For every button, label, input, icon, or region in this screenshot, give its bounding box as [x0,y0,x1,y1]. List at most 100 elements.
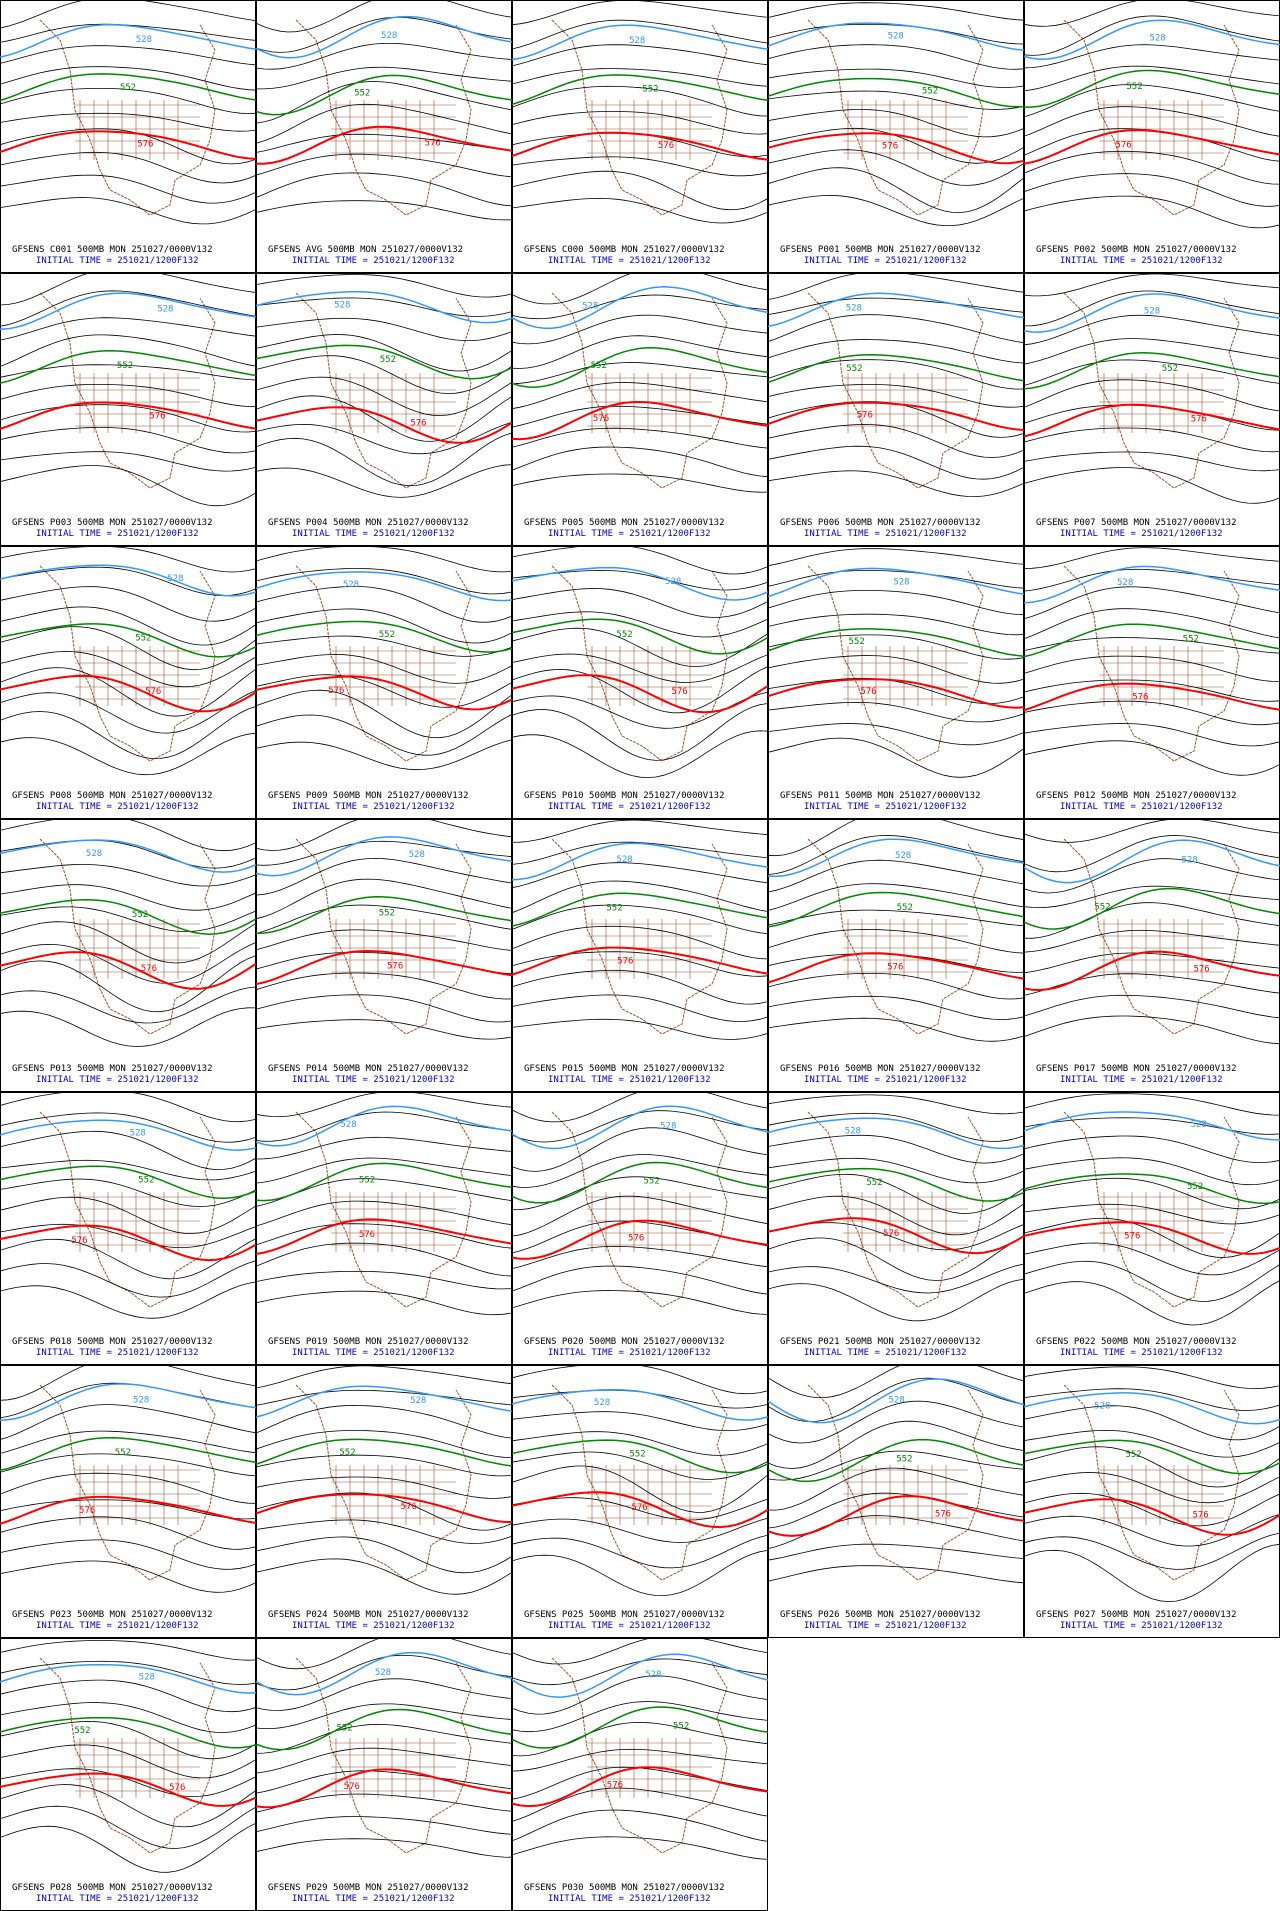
level-contour [768,22,1024,51]
contour-label: 576 [169,1783,185,1793]
panel-border [768,1365,1024,1638]
coastline [295,1384,472,1581]
label-bg [1026,513,1278,543]
level-contour [1024,950,1280,992]
height-contour [256,1678,512,1711]
height-contour [768,1565,1024,1584]
level-contour [0,1436,256,1472]
level-contour [1024,839,1280,884]
level-contour [0,350,256,384]
height-contour [0,1159,256,1181]
height-contour [512,197,768,224]
map-panel: 528 552 576 GFSENS P021 500MB MON 251027/00… [768,1092,1024,1365]
contour-label: 552 [380,355,396,365]
height-contour [0,317,256,341]
height-contour [1024,338,1280,365]
height-contour [0,1092,256,1123]
height-contour [512,1836,768,1860]
height-contour [0,1721,256,1760]
coastline [807,292,984,489]
contour-label: 552 [922,86,938,96]
level-contour [256,675,512,711]
height-contour [512,314,768,345]
level-contour [0,898,256,935]
height-contour [1024,150,1280,185]
height-contour [512,362,768,385]
map-panel: 528 552 576 GFSENS P002 500MB MON 251027/00… [1024,0,1280,273]
coastline [551,565,728,762]
height-contour [256,840,512,866]
contour-label: 528 [343,580,359,590]
level-contour [0,839,256,873]
level-contour [1024,1221,1280,1255]
level-contour [0,1663,256,1694]
coastline [39,565,216,762]
height-contour [0,112,256,132]
contour-label: 552 [896,1455,912,1465]
height-contour [768,909,1024,927]
level-contour [512,1389,768,1421]
height-contour [512,294,768,320]
height-contour [1024,1543,1280,1603]
height-contour [256,153,512,178]
height-contour [256,1476,512,1499]
height-contour [768,44,1024,70]
init-time: INITIAL TIME = 251021/1200F132 [804,1348,967,1358]
height-contour [512,1265,768,1295]
map-panel: 528 552 576 GFSENS P015 500MB MON 251027/00… [512,819,768,1092]
height-contour [256,464,512,498]
level-contour [512,400,768,441]
height-contour [0,1679,256,1713]
height-contour [1024,65,1280,92]
init-time: INITIAL TIME = 251021/1200F132 [36,1621,199,1631]
height-contour [0,839,256,869]
level-contour [512,1219,768,1260]
height-contour [0,290,256,327]
contour-label: 576 [593,414,609,424]
level-contour [768,292,1024,328]
height-contour [512,1092,768,1123]
level-contour [256,1708,512,1751]
panel-label: GFSENS P008 500MB MON 251027/0000V132 [12,791,212,801]
height-contour [1024,679,1280,702]
contour-label: 576 [79,1506,95,1516]
height-contour [256,1519,512,1544]
height-contour [768,1420,1024,1469]
height-contour [256,0,512,33]
label-bg [770,1605,1022,1635]
height-contour [768,445,1024,480]
height-contour [1024,1260,1280,1302]
init-time: INITIAL TIME = 251021/1200F132 [292,1075,455,1085]
panel-label: GFSENS P020 500MB MON 251027/0000V132 [524,1337,724,1347]
contour-label: 528 [846,304,862,314]
height-contour [0,1539,256,1570]
init-time: INITIAL TIME = 251021/1200F132 [36,529,199,539]
height-contour [256,317,512,341]
level-contour [768,1167,1024,1202]
contour-label: 576 [145,687,161,697]
height-contour [256,714,512,756]
height-contour [1024,1513,1280,1547]
label-bg [770,1332,1022,1362]
height-contour [768,1134,1024,1164]
map-panel: 528 552 576 GFSENS P010 500MB MON 251027/00… [512,546,768,819]
height-contour [1024,173,1280,207]
init-time: INITIAL TIME = 251021/1200F132 [292,256,455,266]
height-contour [0,906,256,933]
panel-label: GFSENS P027 500MB MON 251027/0000V132 [1036,1610,1236,1620]
level-contour [256,344,512,380]
height-contour [768,1492,1024,1529]
height-contour [512,1411,768,1432]
height-contour [512,44,768,67]
coastline [39,1657,216,1854]
height-contour [1024,1429,1280,1458]
contour-label: 552 [74,1726,90,1736]
panel-label: GFSENS C001 500MB MON 251027/0000V132 [12,245,212,255]
contour-label: 528 [410,1396,426,1406]
label-bg [1026,240,1278,270]
label-bg [258,1605,510,1635]
contour-label: 528 [845,1127,861,1137]
height-contour [0,955,256,1013]
height-contour [768,314,1024,344]
level-contour [256,1218,512,1255]
